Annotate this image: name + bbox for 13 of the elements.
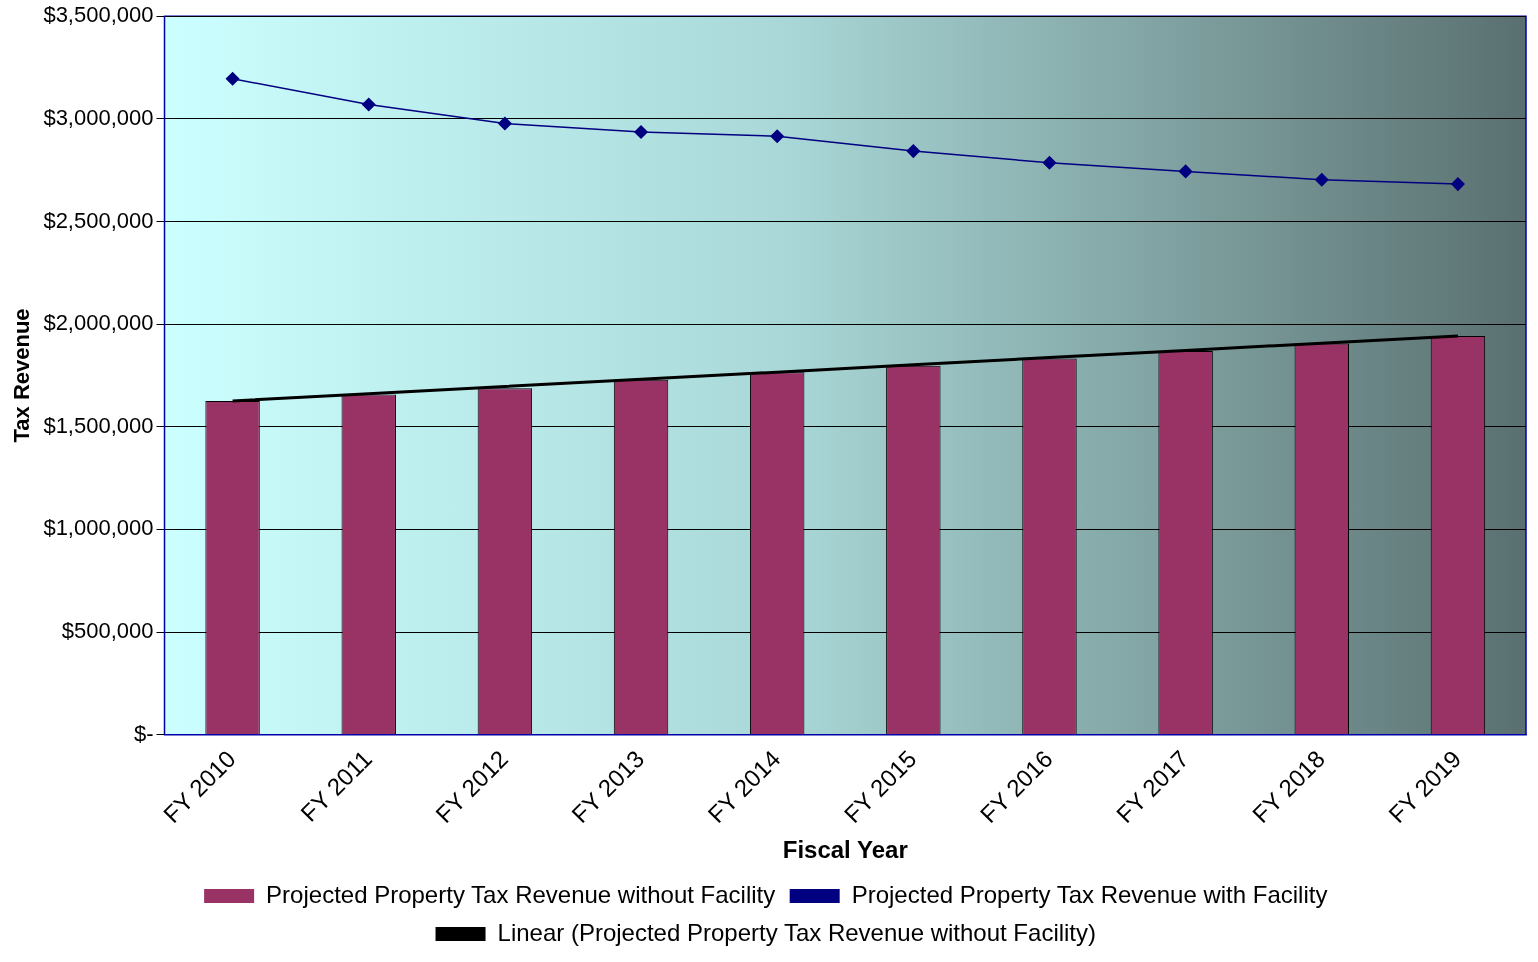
y-tick-label: $1,000,000	[43, 515, 154, 541]
y-tick-label: $2,000,000	[43, 310, 154, 336]
y-tick-label: $-	[133, 720, 154, 746]
y-tick-label: $3,000,000	[43, 104, 154, 130]
legend-label: Projected Property Tax Revenue without Facility	[266, 880, 776, 908]
y-tick-label: $500,000	[61, 618, 154, 644]
legend-label: Linear (Projected Property Tax Revenue without Facility)	[497, 918, 1097, 946]
x-axis-title: Fiscal Year	[782, 836, 908, 864]
legend-label: Projected Property Tax Revenue with Facility	[851, 880, 1328, 908]
y-tick-label: $1,500,000	[43, 412, 154, 438]
y-tick-label: $2,500,000	[43, 207, 154, 233]
y-tick-label: $3,500,000	[43, 2, 154, 28]
y-axis-title: Tax Revenue	[9, 308, 35, 443]
